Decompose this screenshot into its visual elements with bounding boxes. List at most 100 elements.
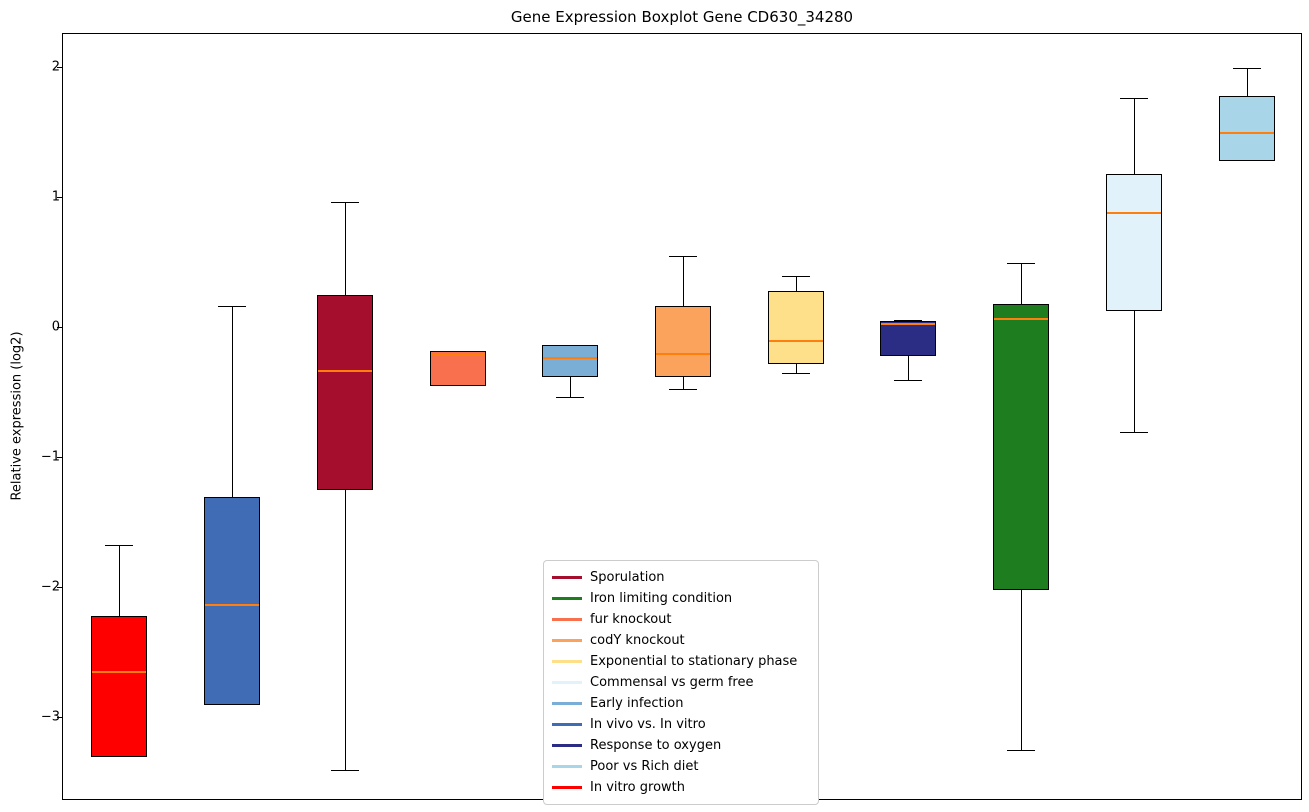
- legend-swatch: [552, 576, 582, 579]
- median-line: [994, 317, 1049, 320]
- whisker-upper: [232, 305, 234, 497]
- boxplot-box: [1105, 174, 1162, 311]
- median-line: [543, 356, 598, 359]
- median-line: [881, 322, 936, 325]
- y-tick-label: −3: [40, 709, 60, 725]
- y-tick-label: 2: [51, 59, 60, 75]
- whisker-cap-upper: [781, 275, 810, 277]
- legend-label: Early infection: [590, 696, 684, 711]
- whisker-cap-lower: [781, 373, 810, 375]
- y-tick-mark: [57, 716, 62, 718]
- legend-item: codY knockout: [552, 630, 808, 651]
- legend-item: Response to oxygen: [552, 735, 808, 756]
- median-line: [656, 352, 710, 355]
- legend-item: In vitro growth: [552, 777, 808, 798]
- y-tick-mark: [57, 66, 62, 68]
- legend-swatch: [552, 702, 582, 705]
- whisker-upper: [1021, 262, 1023, 305]
- legend-item: Early infection: [552, 693, 808, 714]
- median-line: [1106, 212, 1161, 215]
- legend-swatch: [552, 639, 582, 642]
- boxplot-box: [204, 496, 261, 705]
- chart-title: Gene Expression Boxplot Gene CD630_34280: [510, 8, 854, 26]
- whisker-lower: [795, 364, 797, 374]
- median-line: [430, 354, 485, 357]
- whisker-upper: [344, 201, 346, 296]
- whisker-cap-lower: [556, 396, 585, 398]
- whisker-cap-upper: [1119, 97, 1148, 99]
- boxplot-box: [316, 295, 373, 491]
- legend-swatch: [552, 765, 582, 768]
- legend-label: Response to oxygen: [590, 738, 722, 753]
- legend-label: Poor vs Rich diet: [590, 759, 699, 774]
- y-tick-mark: [57, 196, 62, 198]
- whisker-cap-upper: [218, 305, 247, 307]
- boxplot-box: [429, 351, 486, 387]
- y-tick-label: 1: [51, 189, 60, 205]
- median-line: [768, 339, 823, 342]
- whisker-cap-upper: [1007, 262, 1036, 264]
- median-line: [92, 671, 147, 674]
- whisker-upper: [119, 544, 121, 617]
- y-tick-label: −2: [40, 579, 60, 595]
- whisker-cap-upper: [894, 320, 923, 321]
- boxplot-box: [993, 304, 1050, 591]
- legend-item: fur knockout: [552, 609, 808, 630]
- boxplot-box: [1218, 96, 1275, 162]
- whisker-upper: [795, 275, 797, 292]
- whisker-cap-lower: [1007, 750, 1036, 752]
- legend-swatch: [552, 597, 582, 600]
- legend-swatch: [552, 660, 582, 663]
- legend-label: fur knockout: [590, 612, 672, 627]
- y-tick-label: 0: [51, 319, 60, 335]
- y-tick-label: −1: [40, 449, 60, 465]
- legend-swatch: [552, 744, 582, 747]
- y-tick-mark: [57, 586, 62, 588]
- legend-swatch: [552, 618, 582, 621]
- median-line: [1219, 131, 1274, 134]
- legend-item: Commensal vs germ free: [552, 672, 808, 693]
- legend-label: Exponential to stationary phase: [590, 654, 798, 669]
- legend-item: Exponential to stationary phase: [552, 651, 808, 672]
- legend-swatch: [552, 723, 582, 726]
- y-tick-mark: [57, 456, 62, 458]
- whisker-cap-upper: [669, 256, 697, 258]
- legend-swatch: [552, 681, 582, 684]
- whisker-cap-upper: [105, 544, 134, 546]
- legend-label: In vivo vs. In vitro: [590, 717, 706, 732]
- legend-label: Iron limiting condition: [590, 591, 733, 606]
- boxplot-box: [542, 344, 599, 378]
- boxplot-box: [655, 305, 711, 378]
- whisker-lower: [1133, 310, 1135, 432]
- whisker-upper: [1246, 67, 1248, 97]
- legend-item: Poor vs Rich diet: [552, 756, 808, 777]
- boxplot-box: [880, 321, 937, 357]
- whisker-lower: [344, 490, 346, 770]
- whisker-upper: [1133, 97, 1135, 175]
- boxplot-box: [91, 616, 148, 757]
- legend-item: Sporulation: [552, 567, 808, 588]
- whisker-cap-lower: [669, 388, 697, 390]
- whisker-lower: [683, 377, 684, 389]
- whisker-lower: [570, 377, 572, 397]
- whisker-upper: [683, 256, 684, 306]
- legend-item: In vivo vs. In vitro: [552, 714, 808, 735]
- whisker-lower: [908, 356, 910, 380]
- legend-label: Commensal vs germ free: [590, 675, 754, 690]
- legend-label: In vitro growth: [590, 780, 685, 795]
- whisker-lower: [1021, 590, 1023, 751]
- legend: Sporulation Iron limiting condition fur kn…: [543, 560, 819, 805]
- whisker-cap-upper: [330, 201, 359, 203]
- whisker-cap-lower: [894, 379, 923, 381]
- median-line: [205, 603, 260, 606]
- legend-swatch: [552, 786, 582, 789]
- legend-label: Sporulation: [590, 570, 665, 585]
- legend-label: codY knockout: [590, 633, 685, 648]
- whisker-cap-upper: [1232, 67, 1261, 69]
- y-tick-mark: [57, 326, 62, 328]
- legend-item: Iron limiting condition: [552, 588, 808, 609]
- median-line: [317, 369, 372, 372]
- y-axis-label-text: Relative expression (log2): [9, 331, 25, 501]
- boxplot-box: [767, 291, 824, 365]
